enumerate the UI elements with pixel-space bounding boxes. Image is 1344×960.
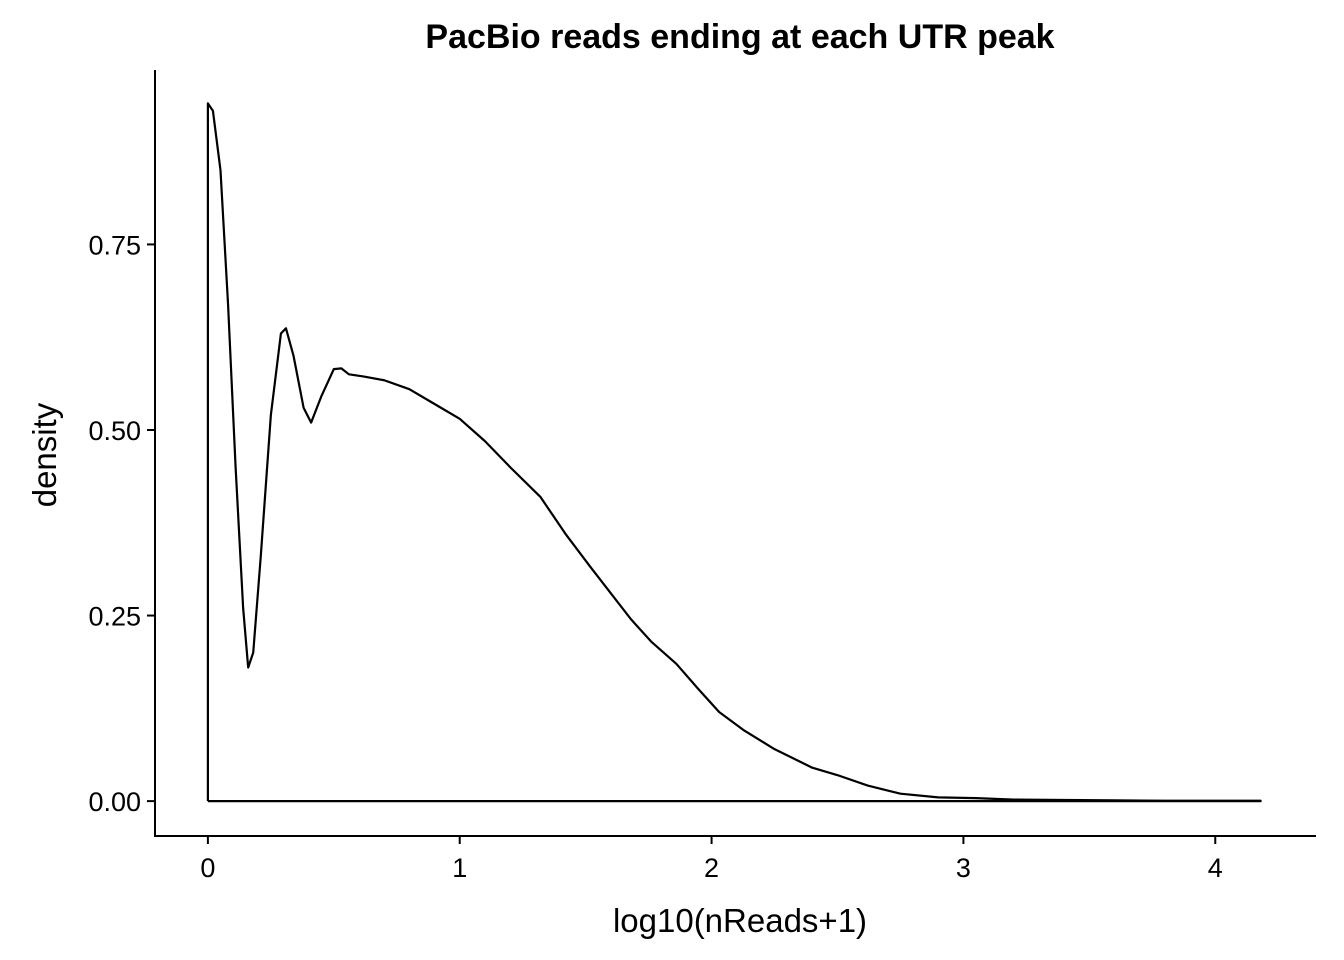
x-tick-label: 3 — [956, 853, 971, 883]
x-tick-label: 1 — [452, 853, 467, 883]
y-axis-title: density — [26, 402, 63, 507]
y-tick-label: 0.75 — [88, 230, 141, 260]
x-axis-ticks: 0 1 2 3 4 — [200, 836, 1223, 883]
plot-area — [206, 102, 1262, 803]
x-axis-title: log10(nReads+1) — [613, 902, 867, 939]
x-tick-label: 0 — [200, 853, 215, 883]
y-tick-label: 0.00 — [88, 787, 141, 817]
x-tick-label: 4 — [1208, 853, 1223, 883]
y-axis-ticks: 0.00 0.25 0.50 0.75 — [88, 230, 155, 817]
y-tick-label: 0.50 — [88, 416, 141, 446]
chart-title: PacBio reads ending at each UTR peak — [425, 18, 1054, 56]
density-curve-0 — [206, 102, 1262, 803]
x-tick-label: 2 — [704, 853, 719, 883]
y-tick-label: 0.25 — [88, 602, 141, 632]
